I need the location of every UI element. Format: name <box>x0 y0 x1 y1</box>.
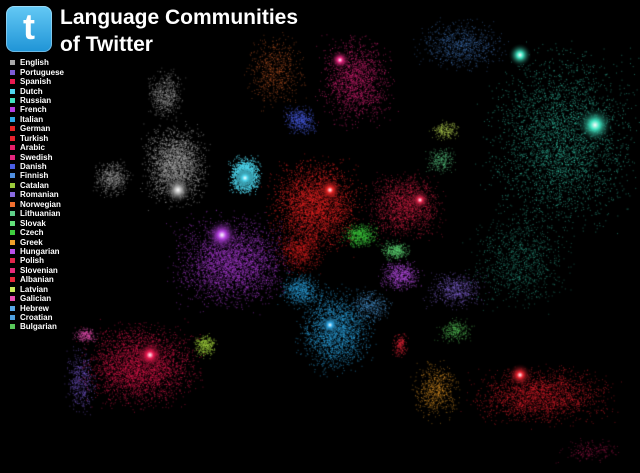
legend-label: Russian <box>20 95 52 105</box>
legend-item: Italian <box>10 115 64 124</box>
legend-item: Greek <box>10 237 64 247</box>
legend-swatch <box>10 211 15 217</box>
legend-swatch <box>10 230 15 236</box>
legend-label: Finnish <box>20 171 49 181</box>
legend-label: Portuguese <box>20 67 65 77</box>
legend: English Portuguese Spanish Dutch Russian Fren… <box>10 58 64 332</box>
legend-item: Polish <box>10 256 64 265</box>
legend-label: Albanian <box>20 275 54 285</box>
legend-swatch <box>10 154 15 160</box>
legend-item: Arabic <box>10 143 64 152</box>
legend-label: Norwegian <box>20 199 61 209</box>
legend-label: German <box>20 124 51 134</box>
legend-swatch <box>10 315 15 321</box>
twitter-logo-glyph: t <box>23 6 35 47</box>
legend-swatch <box>10 248 15 254</box>
legend-label: Hungarian <box>20 246 60 256</box>
legend-swatch <box>10 88 15 94</box>
legend-swatch <box>10 201 15 207</box>
legend-swatch <box>10 164 15 170</box>
legend-swatch <box>10 267 15 273</box>
legend-item: Finnish <box>10 171 64 180</box>
legend-label: Italian <box>20 114 44 124</box>
legend-item: Latvian <box>10 285 64 294</box>
legend-item: Bulgarian <box>10 322 64 331</box>
legend-item: Turkish <box>10 134 64 143</box>
legend-item: Lithuanian <box>10 209 64 218</box>
legend-item: Romanian <box>10 190 64 199</box>
legend-item: Danish <box>10 162 64 171</box>
legend-item: French <box>10 105 64 114</box>
legend-label: Catalan <box>20 180 49 190</box>
legend-item: Russian <box>10 96 64 105</box>
legend-item: Slovenian <box>10 266 64 275</box>
legend-swatch <box>10 79 15 85</box>
legend-label: Greek <box>20 237 43 247</box>
legend-label: Dutch <box>20 86 43 96</box>
legend-swatch <box>10 258 15 264</box>
legend-swatch <box>10 60 15 66</box>
legend-item: Galician <box>10 294 64 303</box>
legend-label: Lithuanian <box>20 209 61 219</box>
legend-item: Croatian <box>10 313 64 322</box>
legend-swatch <box>10 97 15 103</box>
twitter-logo-icon: t <box>6 6 52 52</box>
legend-swatch <box>10 126 15 132</box>
legend-swatch <box>10 145 15 151</box>
legend-item: Dutch <box>10 86 64 96</box>
legend-label: Turkish <box>20 133 49 143</box>
legend-swatch <box>10 135 15 141</box>
legend-label: Slovak <box>20 218 46 228</box>
legend-swatch <box>10 286 15 292</box>
legend-swatch <box>10 296 15 302</box>
legend-item: Slovak <box>10 218 64 228</box>
legend-label: Slovenian <box>20 265 58 275</box>
legend-label: Arabic <box>20 143 45 153</box>
legend-label: Romanian <box>20 190 59 200</box>
legend-item: Catalan <box>10 181 64 190</box>
legend-swatch <box>10 305 15 311</box>
legend-swatch <box>10 239 15 245</box>
title-line-1: Language Communities <box>60 6 299 29</box>
legend-label: Czech <box>20 228 44 238</box>
legend-swatch <box>10 277 15 283</box>
legend-item: English <box>10 58 64 67</box>
legend-label: English <box>20 58 49 68</box>
legend-item: Czech <box>10 228 64 237</box>
legend-item: Swedish <box>10 152 64 162</box>
legend-label: Spanish <box>20 77 52 87</box>
legend-swatch <box>10 220 15 226</box>
legend-label: Bulgarian <box>20 322 57 332</box>
legend-label: Swedish <box>20 152 53 162</box>
legend-item: Hungarian <box>10 247 64 256</box>
legend-item: German <box>10 124 64 133</box>
legend-item: Hebrew <box>10 303 64 313</box>
legend-label: Danish <box>20 162 47 172</box>
legend-swatch <box>10 192 15 198</box>
legend-swatch <box>10 182 15 188</box>
legend-label: Galician <box>20 294 52 304</box>
title-line-2: of Twitter <box>60 33 153 56</box>
legend-swatch <box>10 173 15 179</box>
legend-label: Croatian <box>20 313 53 323</box>
legend-item: Norwegian <box>10 200 64 209</box>
legend-item: Albanian <box>10 275 64 284</box>
legend-swatch <box>10 324 15 330</box>
legend-item: Portuguese <box>10 67 65 77</box>
legend-swatch <box>10 107 15 113</box>
legend-item: Spanish <box>10 77 64 86</box>
map-title: Language Communities of Twitter <box>60 4 298 58</box>
legend-label: French <box>20 105 47 115</box>
legend-label: Hebrew <box>20 303 49 313</box>
legend-label: Polish <box>20 256 45 266</box>
legend-swatch <box>10 116 15 122</box>
legend-label: Latvian <box>20 284 49 294</box>
legend-swatch <box>10 69 15 75</box>
